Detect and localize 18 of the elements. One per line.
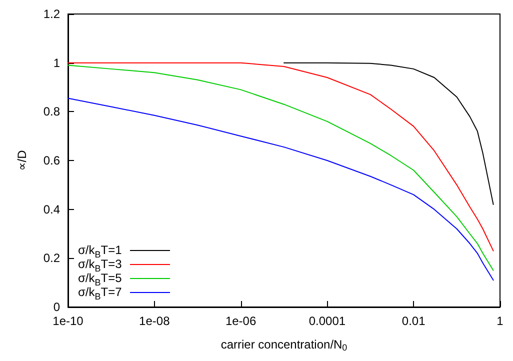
x-tick-label: 1e-06 (225, 314, 256, 328)
y-tick-label: 0 (53, 300, 60, 314)
legend-label: σ/k$_{B}$T=3 (78, 257, 122, 274)
legend-label: σ/k$_{B}$T=5 (78, 271, 122, 288)
legend-label: σ/k$_{B}$T=1 (78, 243, 122, 260)
y-tick-label: 0.4 (43, 202, 60, 216)
x-tick-label: 1 (496, 314, 504, 328)
y-axis-title: ∝/D (15, 150, 29, 171)
y-tick-label: 1 (53, 56, 60, 70)
x-tick-label: 0.0001 (308, 314, 346, 328)
x-tick-label: 0.01 (402, 314, 426, 328)
y-tick-label: 0.6 (43, 154, 60, 168)
x-tick-label: 1e-10 (52, 314, 84, 328)
y-tick-label: 0.8 (43, 104, 60, 119)
y-tick-label: 0.2 (43, 251, 60, 266)
x-tick-label: 1e-08 (139, 314, 170, 328)
y-tick-label: 1.2 (43, 7, 60, 21)
legend-label: σ/k$_{B}$T=7 (78, 285, 122, 302)
